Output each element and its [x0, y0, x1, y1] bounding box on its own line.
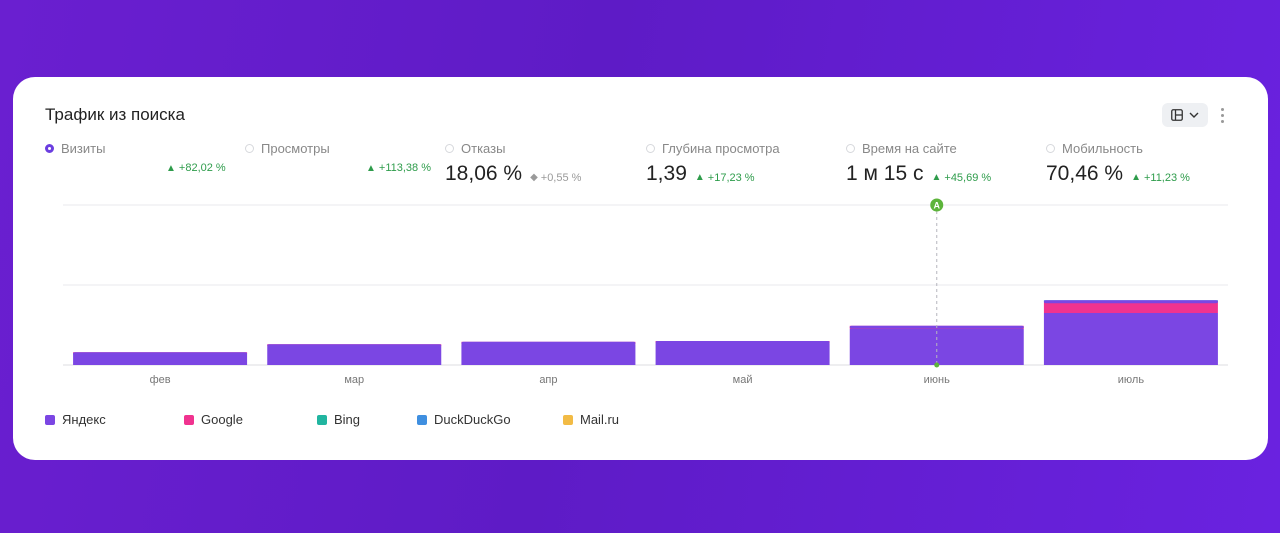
legend-label: Яндекс — [62, 412, 106, 427]
metric-label: Глубина просмотра — [662, 140, 780, 156]
legend-item-bing[interactable]: Bing — [317, 412, 360, 427]
x-tick-label: июль — [1118, 374, 1145, 386]
view-switch-button[interactable] — [1162, 103, 1208, 127]
metric-depth[interactable]: Глубина просмотра 1,39 ▲ +17,23 % — [646, 140, 780, 190]
legend-label: Bing — [334, 412, 361, 427]
bar-segment-Яндекс[interactable] — [849, 329, 1024, 365]
metric-label: Просмотры — [261, 140, 330, 156]
metric-value: 70,46 % — [1046, 162, 1124, 185]
bar-top-cap — [267, 344, 442, 348]
metric-delta: ▲ +45,69 % — [931, 171, 992, 184]
annotation-marker — [930, 198, 944, 212]
traffic-widget: Трафик из поиска Визиты ▲ +82,02 % — [13, 77, 1268, 460]
bar-май[interactable] — [655, 341, 830, 365]
metric-value: 18,06 % — [445, 162, 523, 185]
legend-checkbox[interactable] — [184, 414, 194, 425]
bar-фев[interactable] — [73, 352, 248, 365]
arrow-up-icon: ▲ — [366, 162, 376, 174]
legend-item-mailru[interactable]: Mail.ru — [563, 412, 619, 427]
metric-visits[interactable]: Визиты ▲ +82,02 % — [45, 140, 226, 190]
more-menu-button[interactable] — [1217, 105, 1227, 125]
metric-time-on-site[interactable]: Время на сайте 1 м 15 с ▲ +45,69 % — [846, 140, 991, 190]
traffic-chart: фев мар апр май июнь июль A — [63, 198, 1228, 386]
bar-top-cap — [655, 341, 830, 344]
legend-label: DuckDuckGo — [434, 412, 511, 427]
metric-delta: ▲ +113,38 % — [366, 162, 431, 174]
legend-checkbox[interactable] — [317, 414, 327, 425]
legend-label: Mail.ru — [580, 412, 620, 427]
more-vertical-icon — [1220, 107, 1224, 111]
arrow-up-icon: ▲ — [1131, 172, 1141, 183]
table-view-icon — [1171, 109, 1183, 121]
bar-top-cap — [1043, 300, 1218, 304]
metric-radio[interactable] — [646, 143, 655, 153]
legend-item-yandex[interactable]: Яндекс — [45, 412, 106, 427]
bar-июль[interactable] — [1043, 300, 1218, 365]
legend-item-duckduckgo[interactable]: DuckDuckGo — [417, 412, 511, 427]
metric-radio[interactable] — [45, 143, 54, 153]
metric-label: Мобильность — [1062, 140, 1143, 156]
arrow-up-icon: ▲ — [166, 162, 176, 174]
widget-title: Трафик из поиска — [45, 105, 185, 124]
bar-segment-Яндекс[interactable] — [73, 353, 248, 365]
metric-label: Время на сайте — [862, 140, 957, 156]
bar-top-cap — [73, 352, 248, 356]
x-tick-label: июнь — [924, 374, 950, 386]
bar-апр[interactable] — [461, 341, 636, 365]
legend-checkbox[interactable] — [45, 414, 55, 425]
metric-value: 1 м 15 с — [846, 162, 924, 185]
metric-value: 1,39 — [646, 162, 687, 185]
metric-delta: ▲ +11,23 % — [1131, 171, 1190, 184]
bar-segment-Яндекс[interactable] — [655, 343, 830, 365]
bar-top-cap — [461, 341, 636, 345]
bar-мар[interactable] — [267, 344, 442, 365]
x-tick-label: апр — [539, 374, 557, 386]
bar-segment-Яндекс[interactable] — [267, 346, 442, 365]
arrow-up-icon: ▲ — [931, 172, 942, 183]
x-tick-label: май — [733, 374, 753, 386]
bar-segment-Google[interactable] — [1043, 301, 1218, 313]
annotation-dot — [934, 362, 940, 368]
metric-delta: ▲ +17,23 % — [694, 171, 755, 184]
bar-segment-Яндекс[interactable] — [1043, 313, 1218, 365]
metric-radio[interactable] — [846, 143, 855, 153]
x-tick-label: мар — [344, 374, 364, 386]
legend-item-google[interactable]: Google — [184, 412, 243, 427]
chevron-down-icon — [1189, 112, 1199, 118]
legend-label: Google — [201, 412, 243, 427]
metric-pageviews[interactable]: Просмотры ▲ +113,38 % — [245, 140, 431, 190]
metric-radio[interactable] — [245, 143, 254, 153]
metric-mobility[interactable]: Мобильность 70,46 % ▲ +11,23 % — [1046, 140, 1190, 190]
annotation-label: A — [934, 201, 941, 211]
diamond-icon: ◆ — [530, 172, 538, 183]
legend-checkbox[interactable] — [417, 414, 427, 425]
metric-radio[interactable] — [445, 143, 454, 153]
metric-radio[interactable] — [1046, 143, 1055, 153]
metric-bounces[interactable]: Отказы 18,06 % ◆ +0,55 % — [445, 140, 581, 190]
metric-label: Отказы — [461, 140, 506, 156]
bar-segment-Яндекс[interactable] — [461, 344, 636, 365]
metric-delta: ▲ +82,02 % — [166, 162, 226, 174]
metric-label: Визиты — [61, 140, 106, 156]
x-tick-label: фев — [150, 374, 171, 386]
metric-delta: ◆ +0,55 % — [530, 171, 582, 184]
legend-checkbox[interactable] — [563, 414, 573, 425]
arrow-up-icon: ▲ — [694, 172, 705, 183]
